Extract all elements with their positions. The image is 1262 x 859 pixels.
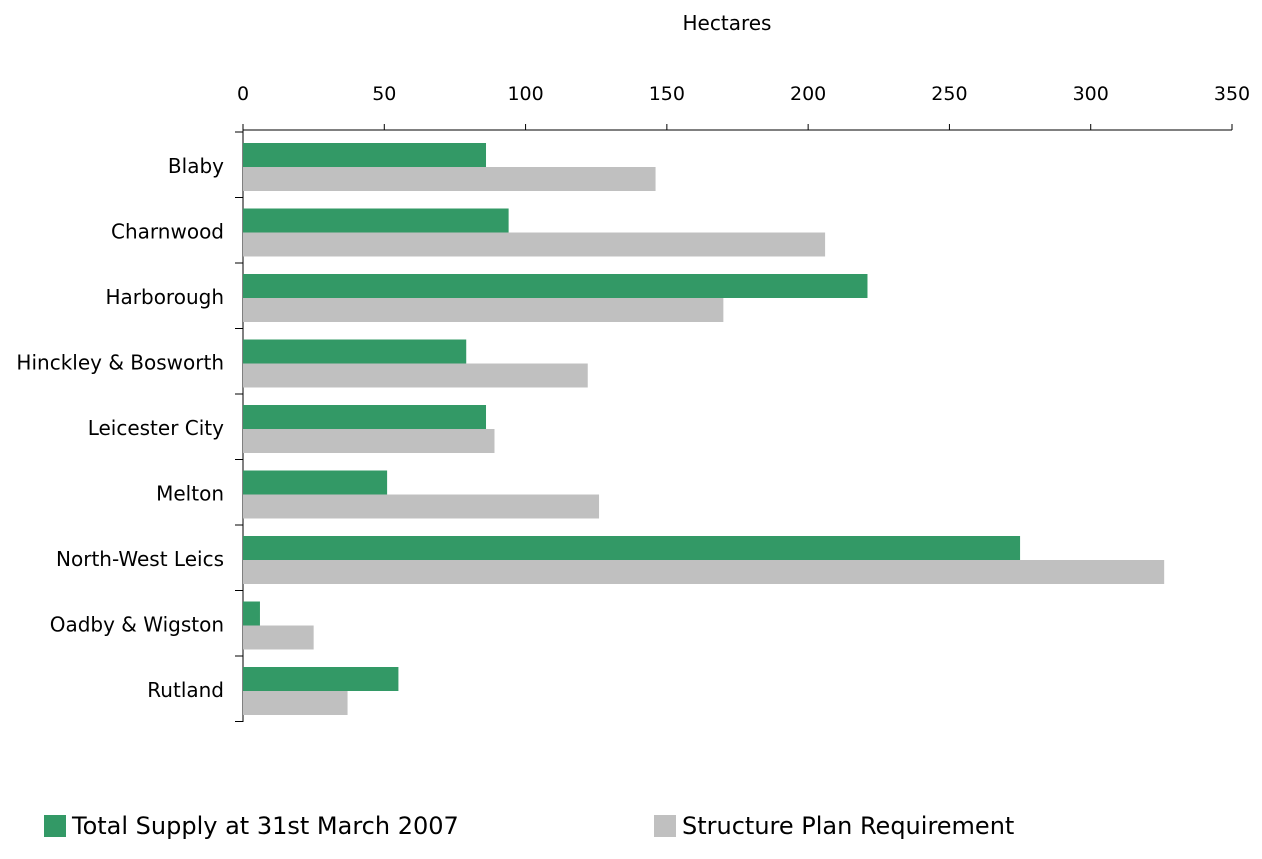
bar-total-supply (243, 601, 260, 626)
bar-total-supply (243, 667, 399, 691)
x-axis-title: Hectares (683, 11, 772, 35)
legend-label-supply: Total Supply at 31st March 2007 (72, 812, 459, 840)
category-label: Charnwood (111, 219, 224, 243)
x-tick-label: 350 (1214, 83, 1250, 105)
x-tick-label: 0 (237, 83, 249, 105)
legend-item-requirement: Structure Plan Requirement (654, 812, 1014, 840)
bar-structure-plan-requirement (243, 429, 495, 453)
x-tick-label: 100 (507, 83, 543, 105)
bar-total-supply (243, 405, 487, 429)
category-label: Melton (156, 481, 224, 505)
bar-total-supply (243, 208, 509, 233)
x-tick-label: 200 (790, 83, 826, 105)
bar-structure-plan-requirement (243, 494, 600, 519)
bar-structure-plan-requirement (243, 625, 314, 650)
category-label: Leicester City (88, 416, 224, 440)
category-label: Rutland (147, 678, 224, 702)
category-label: Blaby (168, 154, 224, 178)
bar-total-supply (243, 470, 388, 495)
bar-total-supply (243, 339, 467, 364)
bar-structure-plan-requirement (243, 232, 826, 257)
legend-swatch-requirement (654, 815, 676, 837)
bar-total-supply (243, 536, 1021, 560)
category-label: North-West Leics (56, 547, 224, 571)
bars (243, 143, 1165, 715)
bar-structure-plan-requirement (243, 691, 348, 715)
category-labels: Blaby Charnwood Harborough Hinckley & Boswo… (16, 131, 243, 722)
bar-structure-plan-requirement (243, 298, 724, 322)
x-tick-label: 250 (931, 83, 967, 105)
category-label: Hinckley & Bosworth (16, 350, 224, 374)
bar-total-supply (243, 143, 487, 167)
bar-total-supply (243, 274, 868, 298)
legend-item-supply: Total Supply at 31st March 2007 (44, 812, 459, 840)
x-ticks: 0 50 100 150 200 250 300 350 (237, 83, 1250, 130)
x-tick-label: 150 (649, 83, 685, 105)
bar-structure-plan-requirement (243, 167, 656, 191)
category-label: Oadby & Wigston (50, 612, 224, 636)
legend-label-requirement: Structure Plan Requirement (682, 812, 1015, 840)
bar-structure-plan-requirement (243, 363, 588, 388)
category-label: Harborough (105, 285, 224, 309)
legend-swatch-supply (44, 815, 66, 837)
x-tick-label: 300 (1073, 83, 1109, 105)
bar-structure-plan-requirement (243, 560, 1165, 584)
x-tick-label: 50 (372, 83, 396, 105)
